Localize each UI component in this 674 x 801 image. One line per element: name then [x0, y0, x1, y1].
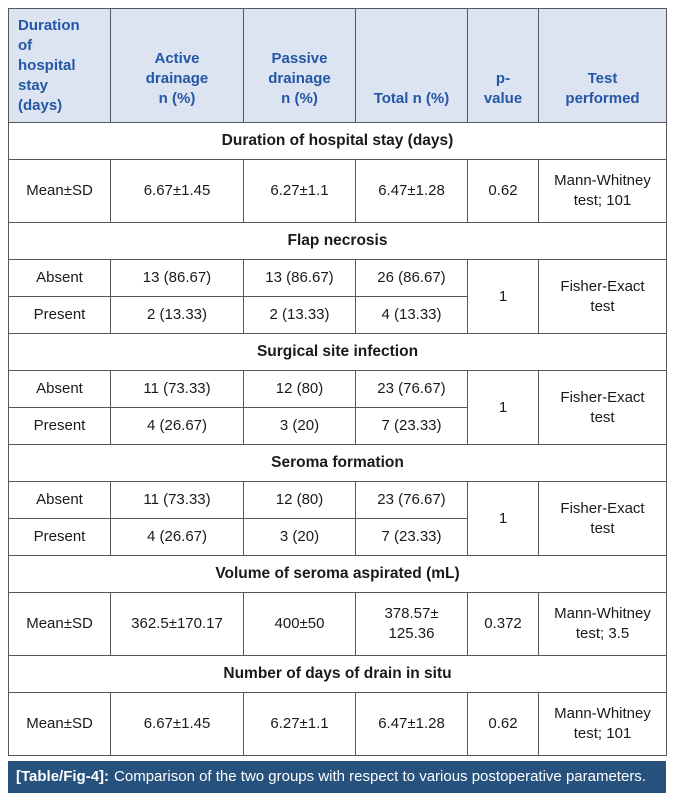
- row-label-cell: Absent: [8, 259, 111, 297]
- total-value-cell: 4 (13.33): [355, 296, 468, 334]
- table-row: Mean±SD 6.67±1.45 6.27±1.1 6.47±1.28 0.6…: [8, 159, 667, 223]
- section-title-row: Duration of hospital stay (days): [8, 122, 667, 160]
- active-value-cell: 11 (73.33): [110, 481, 244, 519]
- total-value-cell: 7 (23.33): [355, 407, 468, 445]
- row-label-cell: Present: [8, 518, 111, 556]
- table-row: Absent 13 (86.67) 13 (86.67) 26 (86.67) …: [8, 259, 667, 334]
- test-performed-cell: Mann-Whitney test; 101: [538, 692, 667, 756]
- p-value-cell: 0.62: [467, 692, 539, 756]
- active-value-cell: 362.5±170.17: [110, 592, 244, 656]
- table-row: Absent 11 (73.33) 12 (80) 23 (76.67) 1 F…: [8, 481, 667, 556]
- table-row: Present 2 (13.33) 2 (13.33) 4 (13.33): [8, 296, 667, 334]
- column-header-passive-drainage: Passive drainage n (%): [243, 8, 356, 123]
- active-value-cell: 4 (26.67): [110, 407, 244, 445]
- p-value-cell: 1: [467, 370, 539, 445]
- row-label-cell: Mean±SD: [8, 692, 111, 756]
- row-label-cell: Present: [8, 407, 111, 445]
- section-title: Flap necrosis: [8, 222, 667, 260]
- caption-text: Comparison of the two groups with respec…: [114, 768, 646, 785]
- table-row: Mean±SD 6.67±1.45 6.27±1.1 6.47±1.28 0.6…: [8, 692, 667, 756]
- row-label-cell: Mean±SD: [8, 592, 111, 656]
- total-value-cell: 26 (86.67): [355, 259, 468, 297]
- section-title-row: Volume of seroma aspirated (mL): [8, 555, 667, 593]
- comparison-table: Duration of hospital stay (days) Active …: [8, 8, 667, 756]
- table-caption: [Table/Fig-4]: Comparison of the two grou…: [8, 761, 666, 793]
- passive-value-cell: 6.27±1.1: [243, 692, 356, 756]
- row-label-cell: Mean±SD: [8, 159, 111, 223]
- p-value-cell: 0.62: [467, 159, 539, 223]
- column-header-duration: Duration of hospital stay (days): [8, 8, 111, 123]
- test-performed-cell: Mann-Whitney test; 101: [538, 159, 667, 223]
- active-value-cell: 13 (86.67): [110, 259, 244, 297]
- active-value-cell: 6.67±1.45: [110, 692, 244, 756]
- table-row: Absent 11 (73.33) 12 (80) 23 (76.67) 1 F…: [8, 370, 667, 445]
- column-header-p-value: p- value: [467, 8, 539, 123]
- total-value-cell: 23 (76.67): [355, 481, 468, 519]
- column-header-total: Total n (%): [355, 8, 468, 123]
- total-value-cell: 6.47±1.28: [355, 159, 468, 223]
- active-value-cell: 6.67±1.45: [110, 159, 244, 223]
- test-performed-cell: Fisher-Exact test: [538, 481, 667, 556]
- p-value-cell: 1: [467, 481, 539, 556]
- section-title: Number of days of drain in situ: [8, 655, 667, 693]
- passive-value-cell: 3 (20): [243, 407, 356, 445]
- row-label-cell: Absent: [8, 370, 111, 408]
- section-title-row: Surgical site infection: [8, 333, 667, 371]
- passive-value-cell: 12 (80): [243, 370, 356, 408]
- column-header-active-drainage: Active drainage n (%): [110, 8, 244, 123]
- p-value-cell: 1: [467, 259, 539, 334]
- active-value-cell: 2 (13.33): [110, 296, 244, 334]
- table-header: Duration of hospital stay (days) Active …: [8, 8, 667, 123]
- test-performed-cell: Fisher-Exact test: [538, 259, 667, 334]
- passive-value-cell: 13 (86.67): [243, 259, 356, 297]
- section-title: Volume of seroma aspirated (mL): [8, 555, 667, 593]
- active-value-cell: 11 (73.33): [110, 370, 244, 408]
- column-header-test-performed: Test performed: [538, 8, 667, 123]
- table-row: Present 4 (26.67) 3 (20) 7 (23.33): [8, 407, 667, 445]
- total-value-cell: 23 (76.67): [355, 370, 468, 408]
- header-row: Duration of hospital stay (days) Active …: [8, 8, 667, 123]
- passive-value-cell: 12 (80): [243, 481, 356, 519]
- active-value-cell: 4 (26.67): [110, 518, 244, 556]
- table-body: Duration of hospital stay (days) Mean±SD…: [8, 122, 667, 756]
- test-performed-cell: Mann-Whitney test; 3.5: [538, 592, 667, 656]
- table-row: Present 4 (26.67) 3 (20) 7 (23.33): [8, 518, 667, 556]
- passive-value-cell: 3 (20): [243, 518, 356, 556]
- p-value-cell: 0.372: [467, 592, 539, 656]
- total-value-cell: 378.57± 125.36: [355, 592, 468, 656]
- section-title-row: Flap necrosis: [8, 222, 667, 260]
- section-title: Seroma formation: [8, 444, 667, 482]
- total-value-cell: 7 (23.33): [355, 518, 468, 556]
- passive-value-cell: 6.27±1.1: [243, 159, 356, 223]
- row-label-cell: Present: [8, 296, 111, 334]
- section-title: Surgical site infection: [8, 333, 667, 371]
- caption-label: [Table/Fig-4]:: [16, 768, 110, 785]
- passive-value-cell: 2 (13.33): [243, 296, 356, 334]
- section-title-row: Seroma formation: [8, 444, 667, 482]
- table-row: Mean±SD 362.5±170.17 400±50 378.57± 125.…: [8, 592, 667, 656]
- total-value-cell: 6.47±1.28: [355, 692, 468, 756]
- test-performed-cell: Fisher-Exact test: [538, 370, 667, 445]
- passive-value-cell: 400±50: [243, 592, 356, 656]
- section-title: Duration of hospital stay (days): [8, 122, 667, 160]
- row-label-cell: Absent: [8, 481, 111, 519]
- section-title-row: Number of days of drain in situ: [8, 655, 667, 693]
